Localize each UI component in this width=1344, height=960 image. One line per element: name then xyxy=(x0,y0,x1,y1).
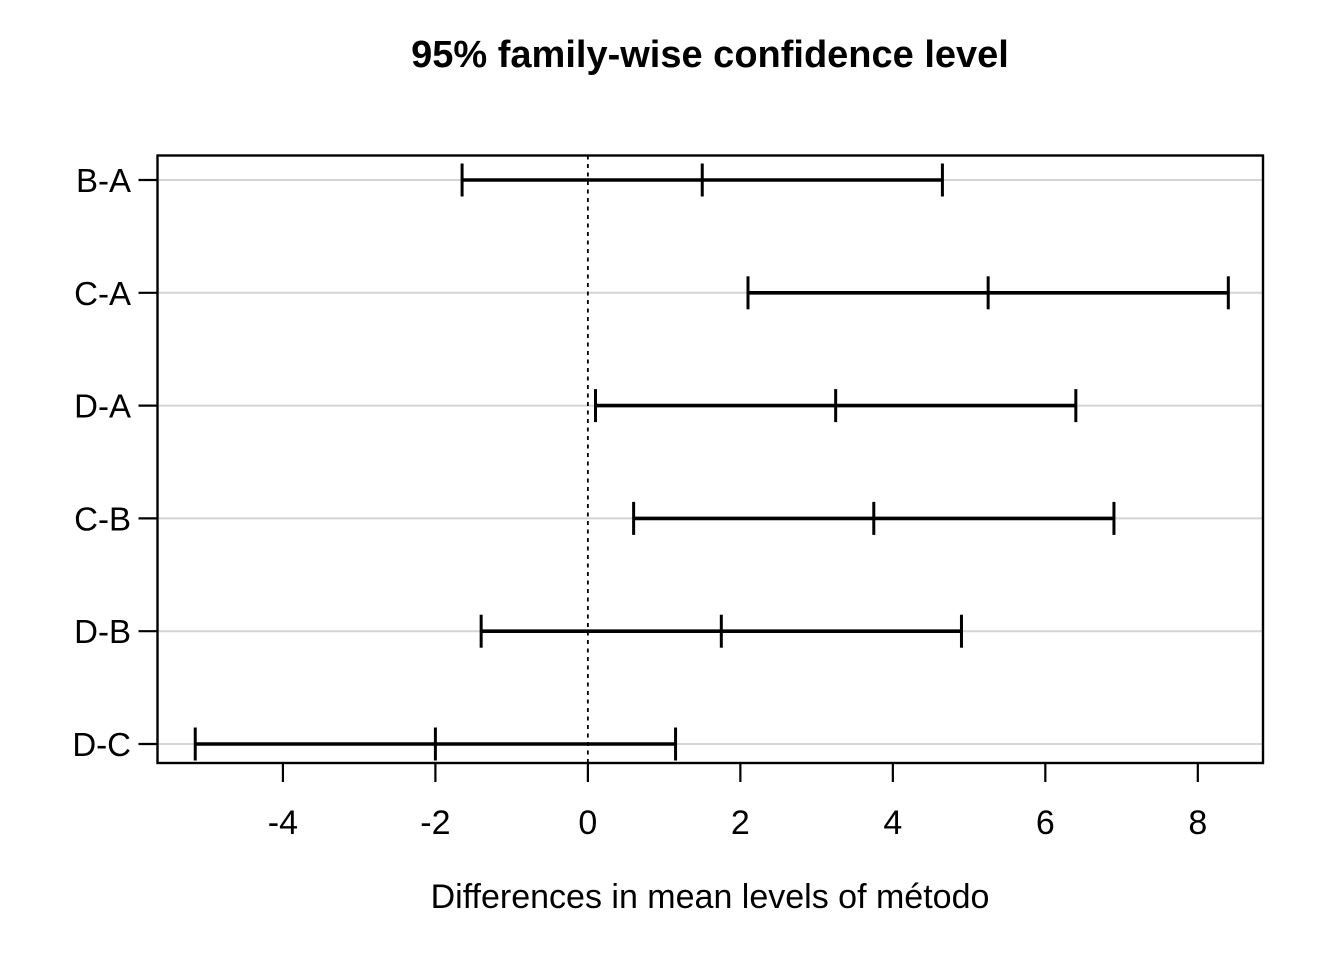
x-tick-label: 8 xyxy=(1188,804,1207,842)
ci-C-A xyxy=(746,276,1230,310)
ci-C-B xyxy=(632,501,1116,535)
ci-D-A xyxy=(594,389,1078,423)
y-tick-label: C-B xyxy=(74,500,131,537)
ci-B-A xyxy=(460,163,944,197)
x-tick-label: 0 xyxy=(578,804,597,842)
x-tick-label: -4 xyxy=(268,804,298,842)
chart-title: 95% family-wise confidence level xyxy=(411,34,1009,76)
x-tick-label: 4 xyxy=(883,804,902,842)
plot-box xyxy=(156,154,1265,765)
y-tick-label: D-B xyxy=(74,613,131,650)
y-tick-label: B-A xyxy=(76,162,131,199)
x-tick-label: -2 xyxy=(420,804,450,842)
ci-D-C xyxy=(193,727,678,761)
x-axis-label: Differences in mean levels of método xyxy=(430,878,990,916)
y-tick-label: D-C xyxy=(72,726,131,763)
x-tick-label: 2 xyxy=(731,804,750,842)
x-tick-label: 6 xyxy=(1036,804,1055,842)
y-tick-label: C-A xyxy=(74,275,131,312)
y-tick-label: D-A xyxy=(74,388,131,425)
ci-D-B xyxy=(479,614,963,648)
